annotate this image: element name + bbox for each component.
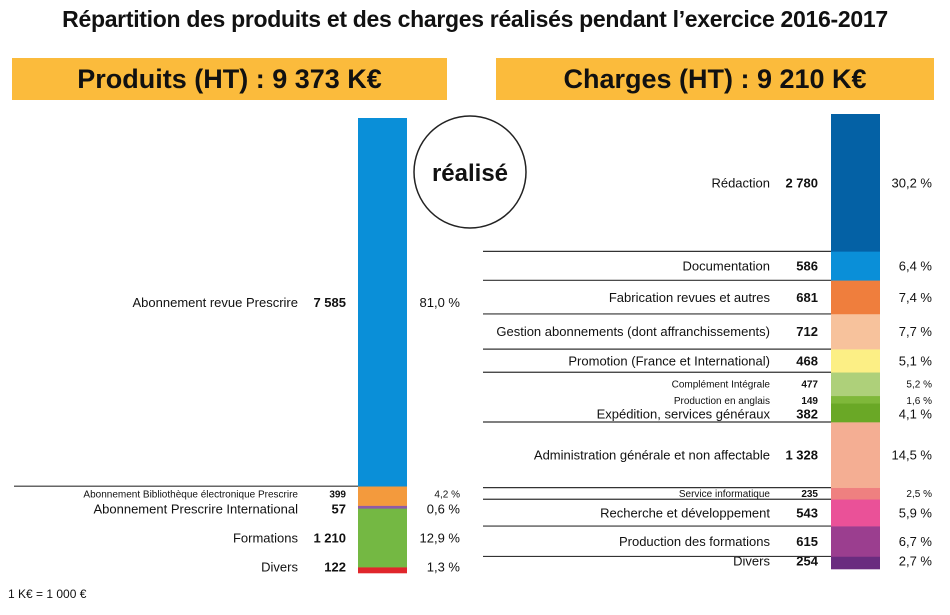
- value-label: 382: [796, 406, 818, 421]
- category-label: Fabrication revues et autres: [609, 290, 771, 305]
- value-label: 681: [796, 290, 818, 305]
- charges-banner: Charges (HT) : 9 210 K€: [496, 58, 934, 100]
- value-label: 399: [329, 489, 346, 500]
- bar-segment: [831, 395, 880, 404]
- value-label: 712: [796, 324, 818, 339]
- value-label: 615: [796, 534, 818, 549]
- percent-label: 5,9 %: [899, 505, 933, 520]
- percent-label: 12,9 %: [420, 530, 461, 545]
- percent-label: 4,1 %: [899, 406, 933, 421]
- realise-badge: réalisé: [413, 115, 527, 229]
- bar-segment: [831, 499, 880, 527]
- chart-title: Répartition des produits et des charges …: [62, 6, 888, 32]
- category-label: Administration générale et non affectabl…: [534, 448, 770, 463]
- category-label: Formations: [233, 530, 299, 545]
- percent-label: 2,5 %: [906, 489, 932, 500]
- value-label: 1 210: [313, 530, 346, 545]
- percent-label: 1,6 %: [906, 396, 932, 407]
- value-label: 477: [801, 380, 818, 391]
- value-label: 2 780: [785, 175, 818, 190]
- percent-label: 0,6 %: [427, 502, 461, 517]
- bar-segment: [831, 372, 880, 397]
- footnote: 1 K€ = 1 000 €: [8, 587, 87, 601]
- bar-segment: [831, 422, 880, 488]
- bar-segment: [831, 114, 880, 252]
- percent-label: 5,2 %: [906, 380, 932, 391]
- bar-segment: [831, 403, 880, 423]
- category-label: Expédition, services généraux: [597, 406, 771, 421]
- bar-segment: [831, 251, 880, 281]
- realise-badge-text: réalisé: [432, 160, 508, 187]
- category-label: Divers: [733, 553, 770, 568]
- percent-label: 5,1 %: [899, 353, 933, 368]
- value-label: 1 328: [785, 448, 818, 463]
- category-label: Abonnement revue Prescrire: [133, 295, 298, 310]
- category-label: Gestion abonnements (dont affranchisseme…: [496, 324, 770, 339]
- value-label: 468: [796, 353, 818, 368]
- percent-label: 6,7 %: [899, 534, 933, 549]
- category-label: Recherche et développement: [600, 505, 770, 520]
- value-label: 122: [324, 560, 346, 575]
- category-label: Service informatique: [679, 489, 771, 500]
- percent-label: 81,0 %: [420, 295, 461, 310]
- bar-segment: [831, 313, 880, 350]
- bar-segment: [358, 118, 407, 487]
- bar-segment: [358, 486, 407, 506]
- realise-badge-circle: [413, 115, 527, 229]
- bar-segment: [831, 487, 880, 500]
- bar-segment: [831, 526, 880, 557]
- bar-segment: [358, 508, 407, 568]
- category-label: Abonnement Prescrire International: [93, 502, 298, 517]
- value-label: 235: [801, 489, 818, 500]
- category-label: Abonnement Bibliothèque électronique Pre…: [83, 489, 298, 500]
- percent-label: 14,5 %: [892, 448, 933, 463]
- category-label: Production des formations: [619, 534, 771, 549]
- value-label: 149: [801, 396, 818, 407]
- value-label: 586: [796, 258, 818, 273]
- percent-label: 2,7 %: [899, 553, 933, 568]
- bar-segment: [831, 556, 880, 570]
- bar-segment: [831, 280, 880, 315]
- bar-segment: [831, 349, 880, 373]
- percent-label: 4,2 %: [434, 489, 460, 500]
- percent-label: 7,7 %: [899, 324, 933, 339]
- percent-label: 7,4 %: [899, 290, 933, 305]
- percent-label: 1,3 %: [427, 560, 461, 575]
- bar-segment: [358, 567, 407, 574]
- percent-label: 30,2 %: [892, 175, 933, 190]
- value-label: 57: [332, 502, 346, 517]
- bar-segment: [358, 505, 407, 509]
- category-label: Divers: [261, 560, 298, 575]
- value-label: 7 585: [313, 295, 346, 310]
- category-label: Promotion (France et International): [568, 353, 770, 368]
- percent-label: 6,4 %: [899, 258, 933, 273]
- value-label: 254: [796, 553, 818, 568]
- category-label: Production en anglais: [674, 396, 770, 407]
- category-label: Complément Intégrale: [672, 380, 771, 391]
- value-label: 543: [796, 505, 818, 520]
- produits-banner: Produits (HT) : 9 373 K€: [12, 58, 447, 100]
- category-label: Rédaction: [711, 175, 770, 190]
- category-label: Documentation: [683, 258, 770, 273]
